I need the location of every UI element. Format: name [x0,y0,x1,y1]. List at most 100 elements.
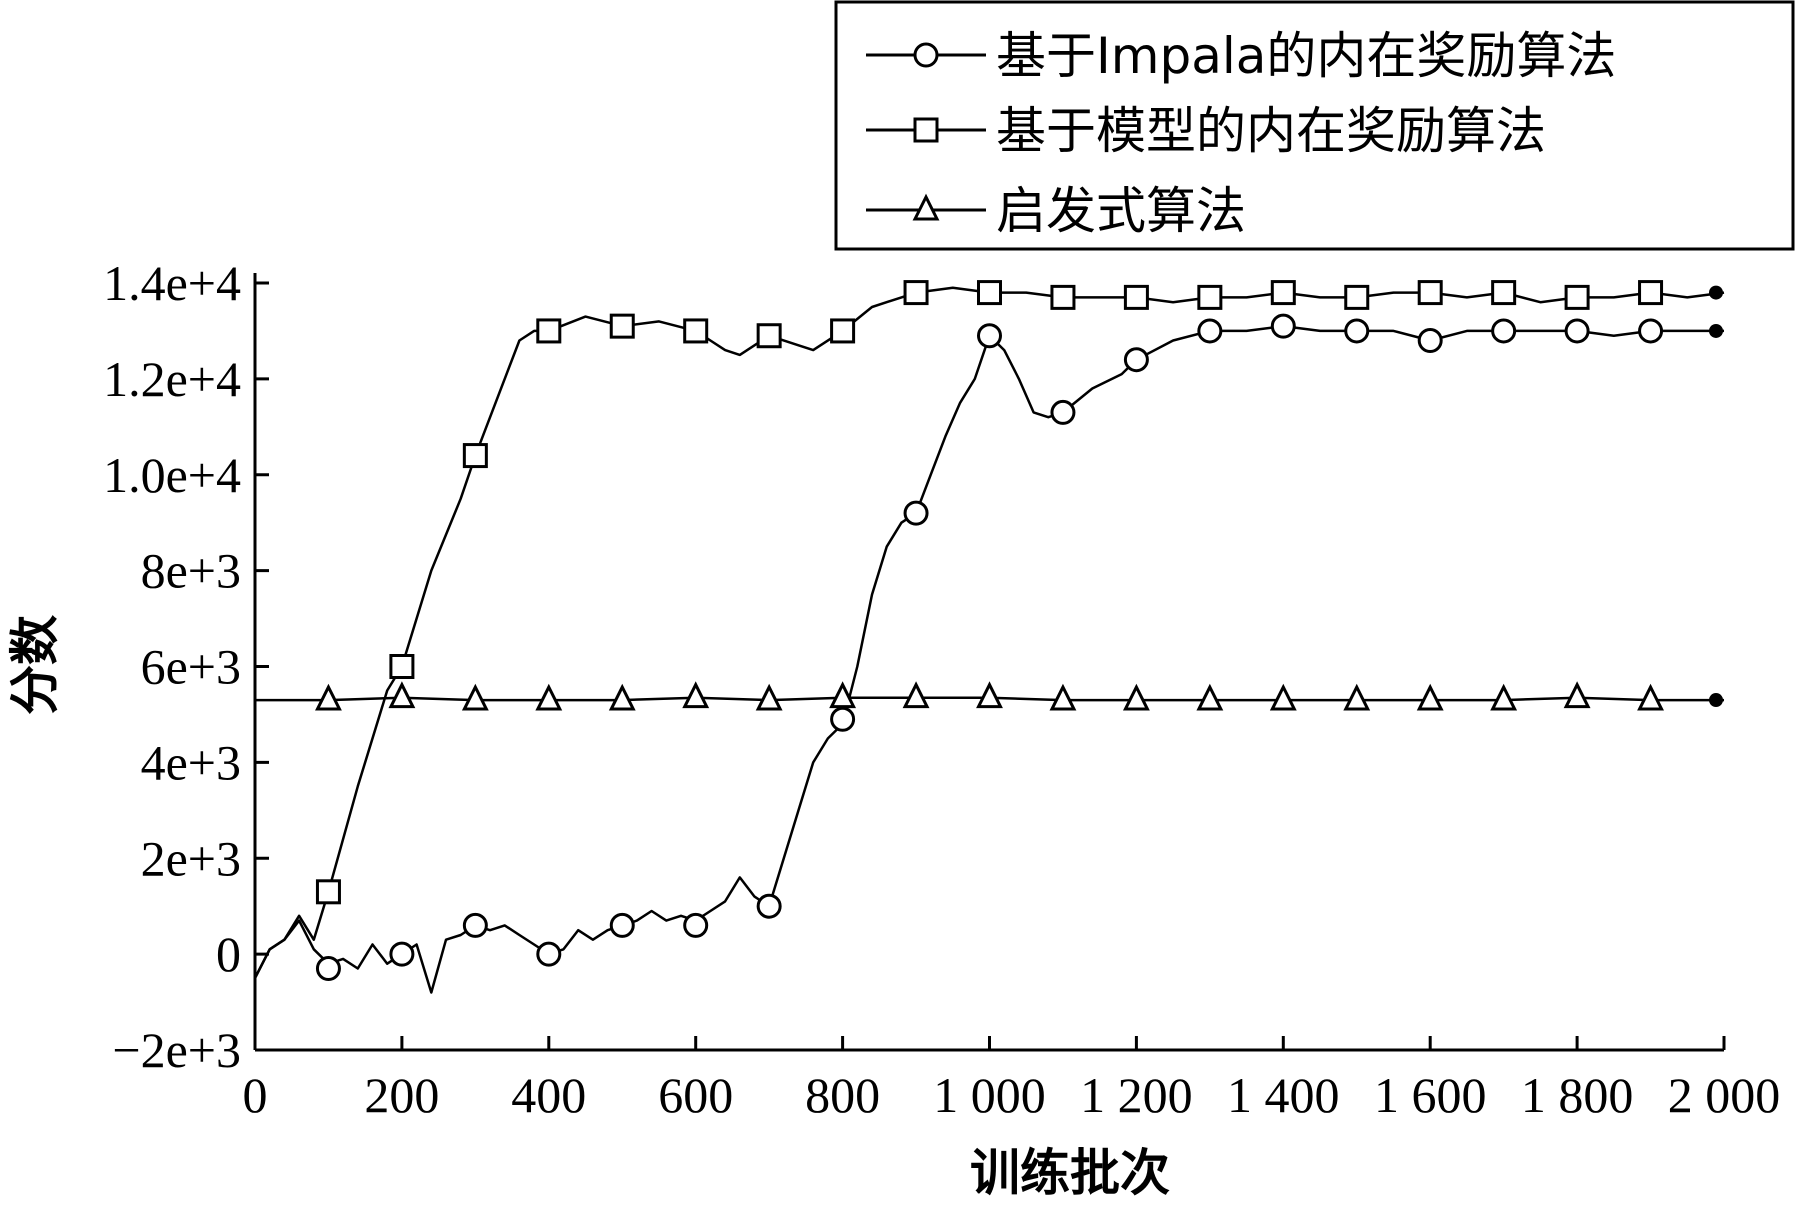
y-tick-label: 6e+3 [141,639,241,695]
series-layer [253,280,1725,994]
series-line [253,324,1724,994]
circle-marker [756,893,782,919]
triangle-marker [1049,683,1077,711]
triangle-marker [315,683,342,711]
y-tick-label: 1.2e+4 [103,351,241,407]
triangle-marker [1343,683,1371,711]
legend-circle-marker [913,42,939,68]
series-end-dot [1709,323,1723,338]
circle-marker [1123,347,1149,373]
series-end-dot [1709,285,1723,300]
x-tick-label: 800 [805,1067,880,1123]
square-marker [1417,280,1443,306]
y-tick-label: 1.4e+4 [103,255,241,311]
legend-label: 基于Impala的内在奖励算法 [996,27,1616,85]
legend-triangle-marker [912,193,940,221]
square-marker [1270,280,1296,306]
circle-marker [389,941,415,967]
circle-marker [536,941,562,967]
square-marker [1123,284,1149,310]
square-marker [609,313,635,339]
series-end-dot [1709,693,1723,708]
y-tick-label: −2e+3 [112,1022,241,1078]
triangle-marker [1563,681,1591,709]
circle-marker [1270,313,1296,339]
y-tick-label: 0 [216,926,241,982]
triangle-marker [1416,683,1444,711]
x-axis-title: 训练批次 [970,1144,1170,1202]
x-tick-label: 1 800 [1521,1067,1634,1123]
square-marker [1564,284,1590,310]
square-marker [389,654,415,679]
x-tick-label: 2 000 [1668,1067,1781,1123]
square-marker [903,280,929,306]
x-axis: 0 200 400 600 800 1 000 1 200 1 400 1 600 1 800 2 … [243,1036,1781,1123]
y-axis: −2e+3 0 2e+3 4e+3 6e+3 8e+3 1.0e+4 1.2e+4 1.4e+4 [103,255,269,1078]
square-marker [683,318,709,344]
y-tick-label: 1.0e+4 [103,447,241,503]
triangle-marker [1196,683,1224,711]
triangle-marker [461,683,489,711]
circle-marker [1417,328,1443,354]
y-tick-label: 8e+3 [141,543,241,599]
legend-square-marker [913,117,939,143]
circle-marker [1491,318,1517,344]
square-marker [1638,280,1664,306]
square-marker [977,280,1002,306]
triangle-marker [755,683,783,711]
square-marker [536,318,562,344]
square-marker [756,323,782,349]
circle-marker [683,912,709,938]
x-tick-label: 1 600 [1374,1067,1487,1123]
triangle-marker [535,683,563,711]
triangle-marker [1490,683,1518,711]
x-tick-label: 1 400 [1227,1067,1340,1123]
triangle-marker [608,683,636,711]
circle-marker [977,323,1002,349]
x-tick-label: 200 [364,1067,439,1123]
triangle-marker [829,681,857,709]
square-marker [1197,284,1223,310]
y-axis-title: 分数 [6,615,64,715]
triangle-marker [682,681,710,709]
series-square [253,280,1725,979]
triangle-marker [902,681,930,709]
triangle-marker [976,681,1003,709]
circle-marker [1050,399,1076,425]
x-tick-label: 0 [243,1067,268,1123]
circle-marker [462,912,488,938]
triangle-marker [1269,683,1297,711]
legend-label: 启发式算法 [996,182,1246,240]
y-tick-label: 4e+3 [141,734,241,790]
x-tick-label: 600 [658,1067,733,1123]
circle-marker [1564,318,1590,344]
series-line [253,286,1725,979]
square-marker [1344,284,1370,310]
circle-marker [830,706,856,732]
square-marker [830,318,856,344]
circle-marker [315,956,341,982]
legend-label: 基于模型的内在奖励算法 [996,102,1546,160]
square-marker [315,879,341,905]
triangle-marker [1637,683,1664,711]
legend-box [834,0,1795,251]
square-marker [462,443,488,469]
circle-marker [1344,318,1370,344]
x-tick-label: 400 [511,1067,586,1123]
circle-marker [609,912,635,938]
circle-marker [1638,318,1664,344]
x-tick-label: 1 000 [933,1067,1046,1123]
square-marker [1050,284,1076,310]
triangle-marker [1122,683,1150,711]
y-tick-label: 2e+3 [141,830,241,886]
circle-marker [1197,318,1223,344]
circle-marker [903,500,929,526]
series-circle [253,313,1724,994]
x-tick-label: 1 200 [1080,1067,1193,1123]
square-marker [1491,280,1517,306]
triangle-marker [388,681,416,709]
series-triangle [255,681,1724,711]
